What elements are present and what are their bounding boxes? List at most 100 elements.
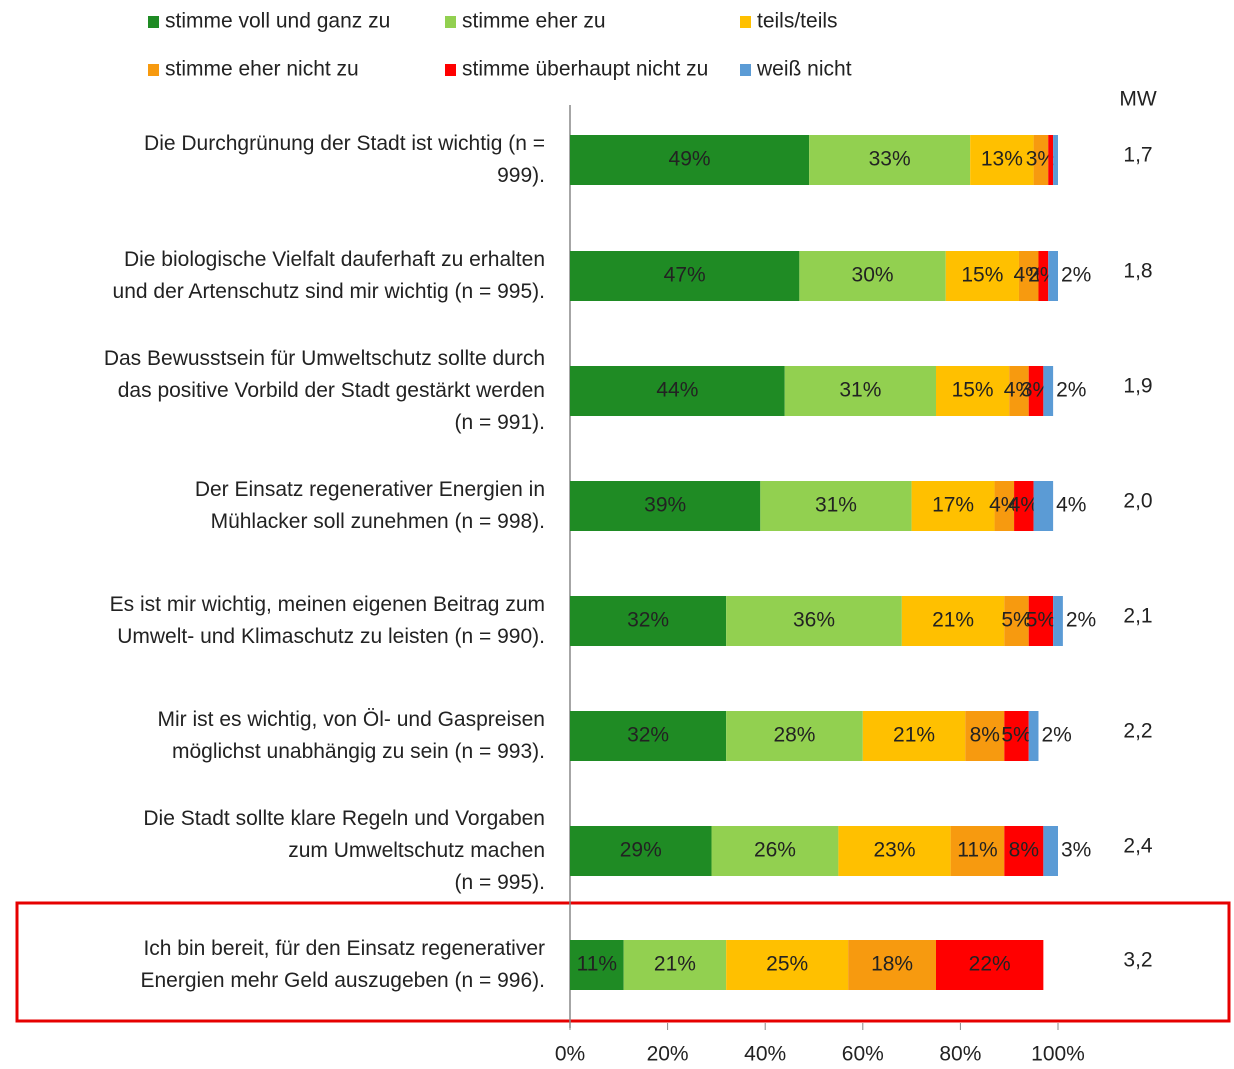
data-label: 4% bbox=[1014, 264, 1044, 287]
data-label: 25% bbox=[766, 953, 808, 976]
bar-segment bbox=[1053, 135, 1058, 185]
data-label: 21% bbox=[893, 724, 935, 747]
bar-segment bbox=[1004, 826, 1044, 876]
mw-value: 3,2 bbox=[1123, 949, 1152, 972]
category-label: Das Bewusstsein für Umweltschutz sollte … bbox=[103, 347, 545, 434]
bar-segment bbox=[1043, 366, 1054, 416]
data-label: 29% bbox=[620, 839, 662, 862]
bar-segment bbox=[760, 481, 912, 531]
data-label: 5% bbox=[1026, 609, 1056, 632]
data-label: 4% bbox=[989, 494, 1019, 517]
data-label: 39% bbox=[644, 494, 686, 517]
data-label: 33% bbox=[869, 148, 911, 171]
bar-segment bbox=[784, 366, 936, 416]
bar-segment bbox=[901, 596, 1005, 646]
legend-label: stimme überhaupt nicht zu bbox=[462, 58, 708, 81]
bar-segment bbox=[1038, 251, 1049, 301]
bar-segment bbox=[1053, 596, 1063, 646]
data-label: 15% bbox=[952, 379, 994, 402]
category-label: Mir ist es wichtig, von Öl- und Gaspreis… bbox=[157, 708, 545, 763]
data-label: 31% bbox=[839, 379, 881, 402]
legend-swatch bbox=[740, 64, 751, 76]
bar-segment bbox=[838, 826, 951, 876]
data-label: 2% bbox=[1066, 609, 1096, 632]
bar-segment bbox=[809, 135, 971, 185]
data-label: 18% bbox=[871, 953, 913, 976]
mw-title: MW bbox=[1119, 88, 1156, 111]
data-label: 2% bbox=[1041, 724, 1071, 747]
bar-segment bbox=[950, 826, 1005, 876]
legend-swatch bbox=[445, 64, 456, 76]
category-label: Ich bin bereit, für den Einsatz regenera… bbox=[140, 937, 545, 992]
data-label: 15% bbox=[961, 264, 1003, 287]
bar-segment bbox=[945, 251, 1019, 301]
data-label: 8% bbox=[1009, 839, 1039, 862]
bar-segment bbox=[1028, 366, 1044, 416]
bar-segment bbox=[570, 940, 624, 990]
x-tick-label: 20% bbox=[647, 1043, 689, 1066]
category-label: Die Durchgrünung der Stadt ist wichtig (… bbox=[144, 132, 545, 187]
x-tick-label: 0% bbox=[555, 1043, 585, 1066]
mw-value: 2,2 bbox=[1123, 720, 1152, 743]
legend-swatch bbox=[148, 16, 159, 28]
data-label: 23% bbox=[874, 839, 916, 862]
bar-segment bbox=[726, 596, 902, 646]
bar-segment bbox=[911, 481, 995, 531]
legend-label: weiß nicht bbox=[756, 58, 852, 81]
mw-value: 2,1 bbox=[1123, 605, 1152, 628]
x-tick-label: 40% bbox=[744, 1043, 786, 1066]
bar-segment bbox=[570, 711, 727, 761]
mw-value: 1,8 bbox=[1123, 260, 1152, 283]
data-label: 44% bbox=[656, 379, 698, 402]
bar-segment bbox=[570, 366, 785, 416]
bar-segment bbox=[1033, 481, 1054, 531]
bar-segment bbox=[570, 251, 800, 301]
bar-segment bbox=[1014, 481, 1034, 531]
highlight-box bbox=[15, 901, 1231, 1023]
bar-segment bbox=[726, 940, 849, 990]
bar-segment bbox=[1018, 251, 1039, 301]
bar-segment bbox=[970, 135, 1034, 185]
data-label: 21% bbox=[654, 953, 696, 976]
data-label: 4% bbox=[1056, 494, 1086, 517]
data-label: 36% bbox=[793, 609, 835, 632]
bar-segment bbox=[994, 481, 1015, 531]
data-label: 3% bbox=[1061, 839, 1091, 862]
legend-swatch bbox=[740, 16, 751, 28]
bar-segment bbox=[936, 366, 1010, 416]
bar-segment bbox=[570, 826, 712, 876]
category-label: Es ist mir wichtig, meinen eigenen Beitr… bbox=[109, 593, 545, 648]
bar-segment bbox=[965, 711, 1005, 761]
category-label: Die Stadt sollte klare Regeln und Vorgab… bbox=[143, 807, 545, 894]
data-label: 31% bbox=[815, 494, 857, 517]
data-label: 4% bbox=[1009, 494, 1039, 517]
data-label: 2% bbox=[1061, 264, 1091, 287]
bar-segment bbox=[726, 711, 863, 761]
category-label: Die biologische Vielfalt dauferhaft zu e… bbox=[112, 248, 545, 303]
data-label: 30% bbox=[852, 264, 894, 287]
data-label: 4% bbox=[1004, 379, 1034, 402]
data-label: 11% bbox=[957, 839, 997, 862]
bar-segment bbox=[1004, 711, 1029, 761]
bar-segment bbox=[1028, 711, 1039, 761]
bar-segment bbox=[1009, 366, 1029, 416]
legend-label: stimme eher zu bbox=[462, 10, 606, 33]
bar-segment bbox=[1048, 135, 1054, 185]
data-label: 11% bbox=[577, 953, 617, 976]
data-label: 49% bbox=[669, 148, 711, 171]
data-label: 13% bbox=[981, 148, 1023, 171]
category-label: Der Einsatz regenerativer Energien in Mü… bbox=[194, 478, 545, 533]
bar-segment bbox=[1004, 596, 1029, 646]
data-label: 47% bbox=[664, 264, 706, 287]
legend-label: stimme voll und ganz zu bbox=[165, 10, 390, 33]
bar-segment bbox=[1033, 135, 1049, 185]
mw-value: 2,0 bbox=[1123, 490, 1152, 513]
bar-segment bbox=[570, 135, 810, 185]
bar-segment bbox=[623, 940, 727, 990]
data-label: 26% bbox=[754, 839, 796, 862]
bar-segment bbox=[799, 251, 946, 301]
bar-segment bbox=[862, 711, 966, 761]
bar-segment bbox=[570, 596, 727, 646]
